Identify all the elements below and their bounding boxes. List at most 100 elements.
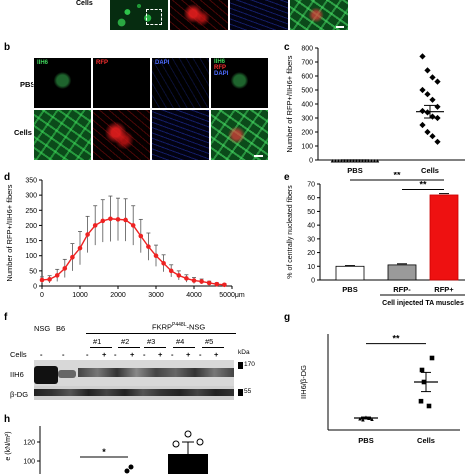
g-point: ▲ bbox=[369, 417, 375, 423]
fkrp-bracket bbox=[86, 333, 236, 334]
c-point bbox=[434, 138, 441, 145]
c-point: ▲ bbox=[351, 159, 357, 165]
c-point: ▲ bbox=[342, 159, 348, 165]
replicate-label: #3 bbox=[147, 337, 156, 346]
panel-a-image-2 bbox=[170, 0, 228, 30]
g-point: ▲ bbox=[357, 417, 363, 423]
c-y-axis-label: Number of RFP+/IIH6+ fibers bbox=[285, 55, 294, 152]
e-sig-star-1: ** bbox=[393, 172, 401, 180]
c-point bbox=[434, 78, 441, 85]
cells-sign: - bbox=[62, 350, 65, 359]
d-y-tick-label: 150 bbox=[25, 238, 37, 245]
chart-h: 120 100 e (kN/m²) * bbox=[5, 426, 208, 474]
panel-b-frame-cells bbox=[33, 109, 269, 161]
cells-sign: - bbox=[40, 350, 43, 359]
c-point: ▲ bbox=[357, 159, 363, 165]
h-point bbox=[196, 438, 204, 446]
c-point: ▲ bbox=[360, 159, 366, 165]
kda-label: kDa bbox=[238, 349, 250, 356]
c-point: ▲ bbox=[339, 159, 345, 165]
c-point: ▲ bbox=[330, 159, 336, 165]
g-point bbox=[418, 398, 424, 404]
c-y-tick-label: 0 bbox=[309, 158, 313, 165]
d-y-tick-label: 100 bbox=[25, 253, 37, 260]
replicate-underline bbox=[144, 347, 166, 348]
panel-a-zoom-box bbox=[146, 9, 162, 25]
d-point bbox=[115, 217, 121, 222]
d-y-tick-label: 50 bbox=[29, 268, 37, 275]
channel-label-dapi: DAPI bbox=[155, 60, 170, 66]
c-y-tick-label: 100 bbox=[301, 144, 313, 151]
e-bar bbox=[429, 194, 459, 281]
replicate-label: #5 bbox=[205, 337, 214, 346]
e-x-tick-label: PBS bbox=[342, 285, 357, 294]
cells-sign: - bbox=[114, 350, 117, 359]
c-point bbox=[419, 107, 426, 115]
h-point bbox=[184, 430, 192, 438]
panel-f-label: f bbox=[4, 312, 8, 323]
e-y-tick-label: 60 bbox=[307, 195, 315, 202]
kda-55: 55 bbox=[238, 388, 251, 396]
cells-sign: + bbox=[186, 350, 191, 359]
panel-g-label: g bbox=[284, 312, 291, 323]
g-point bbox=[429, 355, 435, 361]
c-point: ▲ bbox=[369, 159, 375, 165]
e-x-tick-label: RFP+ bbox=[434, 285, 454, 294]
g-y-axis-label: IIH6/β-DG bbox=[299, 365, 308, 399]
d-x-tick-label: 1000 bbox=[72, 292, 88, 299]
d-point bbox=[47, 277, 52, 282]
c-point bbox=[424, 109, 431, 116]
c-y-tick-label: 600 bbox=[301, 74, 313, 81]
panel-b-pbs-iih6 bbox=[34, 58, 91, 108]
channel-label-rfp: RFP bbox=[96, 60, 108, 66]
e-x-tick-label: RFP- bbox=[393, 285, 411, 294]
d-point bbox=[100, 218, 106, 224]
g-point bbox=[419, 367, 425, 373]
g-point: ▲ bbox=[360, 417, 366, 423]
c-point: ▲ bbox=[333, 159, 339, 165]
e-y-tick-label: 40 bbox=[307, 223, 315, 230]
panel-a-image-3 bbox=[230, 0, 288, 30]
e-y-axis-label: % of centrally nucleated fibers bbox=[287, 185, 294, 279]
panel-e-label: e bbox=[284, 172, 290, 183]
band-label-bdg: β-DG bbox=[10, 390, 29, 399]
cells-sign: + bbox=[214, 350, 219, 359]
e-bar bbox=[335, 265, 365, 281]
c-x-tick-label: PBS bbox=[347, 166, 362, 175]
panel-c-label: c bbox=[284, 42, 290, 53]
c-point bbox=[424, 91, 431, 98]
d-point bbox=[161, 260, 166, 266]
d-point bbox=[191, 278, 197, 283]
c-point: ▲ bbox=[366, 159, 372, 165]
c-y-tick-label: 500 bbox=[301, 88, 313, 95]
replicate-underline bbox=[173, 347, 195, 348]
replicate-label: #1 bbox=[93, 337, 102, 346]
c-y-tick-label: 300 bbox=[301, 116, 313, 123]
e-y-tick-label: 0 bbox=[311, 278, 315, 285]
blot-group-fkrp: FKRPP448L-NSG bbox=[152, 322, 205, 332]
d-y-axis-label: Number of RFP+/IIH6+ fibers bbox=[5, 184, 14, 281]
e-y-tick-label: 20 bbox=[307, 250, 315, 257]
d-point bbox=[130, 223, 136, 228]
c-point: ▲ bbox=[354, 159, 360, 165]
chart-c: 0 100 200 300 400 500 600 700 800 Number of RFP+/… bbox=[285, 46, 465, 175]
c-point: ▲ bbox=[372, 159, 378, 165]
blot-iih6 bbox=[34, 360, 234, 388]
replicate-label: #2 bbox=[121, 337, 130, 346]
d-point bbox=[62, 266, 68, 271]
cells-sign: + bbox=[158, 350, 163, 359]
panel-b-cells-rfp bbox=[93, 110, 150, 160]
h-point bbox=[124, 468, 130, 474]
d-point bbox=[70, 254, 75, 260]
d-point bbox=[39, 277, 45, 283]
d-y-tick-label: 0 bbox=[33, 284, 37, 291]
c-point: ▲ bbox=[375, 159, 381, 165]
panel-b-label: b bbox=[4, 42, 11, 53]
h-y-axis-label: e (kN/m²) bbox=[5, 431, 12, 460]
d-point bbox=[108, 216, 113, 222]
c-point bbox=[419, 86, 426, 94]
c-point: ▲ bbox=[363, 159, 369, 165]
band-label-iih6: IIH6 bbox=[10, 370, 24, 379]
e-y-tick-label: 30 bbox=[307, 236, 315, 243]
